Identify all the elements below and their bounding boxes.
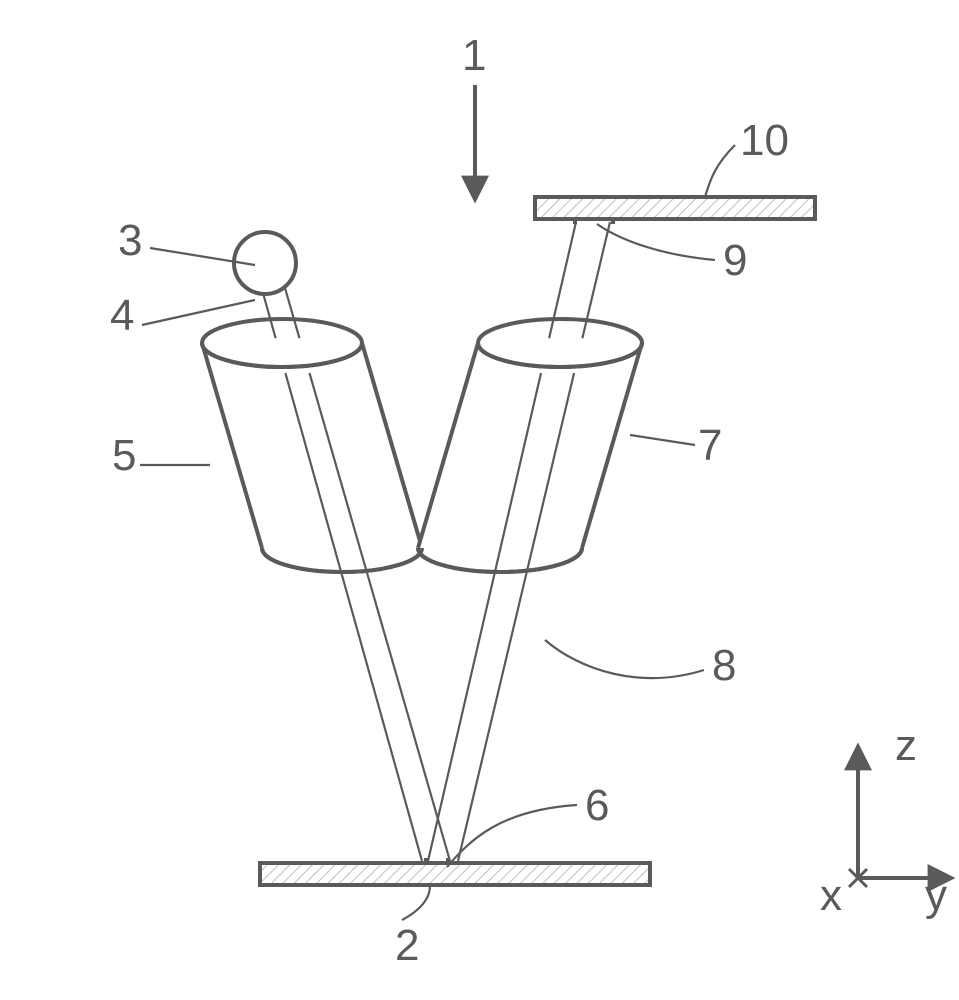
ray-right-b-seg-bot (458, 574, 526, 861)
label-l10: 10 (740, 116, 789, 165)
leader-ld8 (545, 640, 704, 678)
label-l3: 3 (118, 216, 142, 265)
leader-ld7 (630, 435, 695, 445)
leader-ld9 (597, 224, 715, 260)
slab-10 (535, 197, 815, 219)
label-l9: 9 (723, 236, 747, 285)
ray-left-a-seg-bot (342, 574, 422, 861)
leader-ld2 (402, 885, 430, 920)
leader-ld10 (705, 145, 735, 197)
label-l8: 8 (712, 641, 736, 690)
label-l4: 4 (110, 291, 134, 340)
label-l2: 2 (395, 921, 419, 970)
label-l6: 6 (585, 781, 609, 830)
label-l1: 1 (462, 31, 486, 80)
label-lz: z (895, 721, 917, 770)
label-l5: 5 (112, 431, 136, 480)
label-lx: x (820, 871, 842, 920)
slab-2 (260, 863, 650, 885)
label-ly: y (925, 871, 947, 920)
ray-right-a-seg-bot (428, 574, 494, 861)
label-l7: 7 (698, 421, 722, 470)
leader-ld6 (447, 805, 577, 867)
